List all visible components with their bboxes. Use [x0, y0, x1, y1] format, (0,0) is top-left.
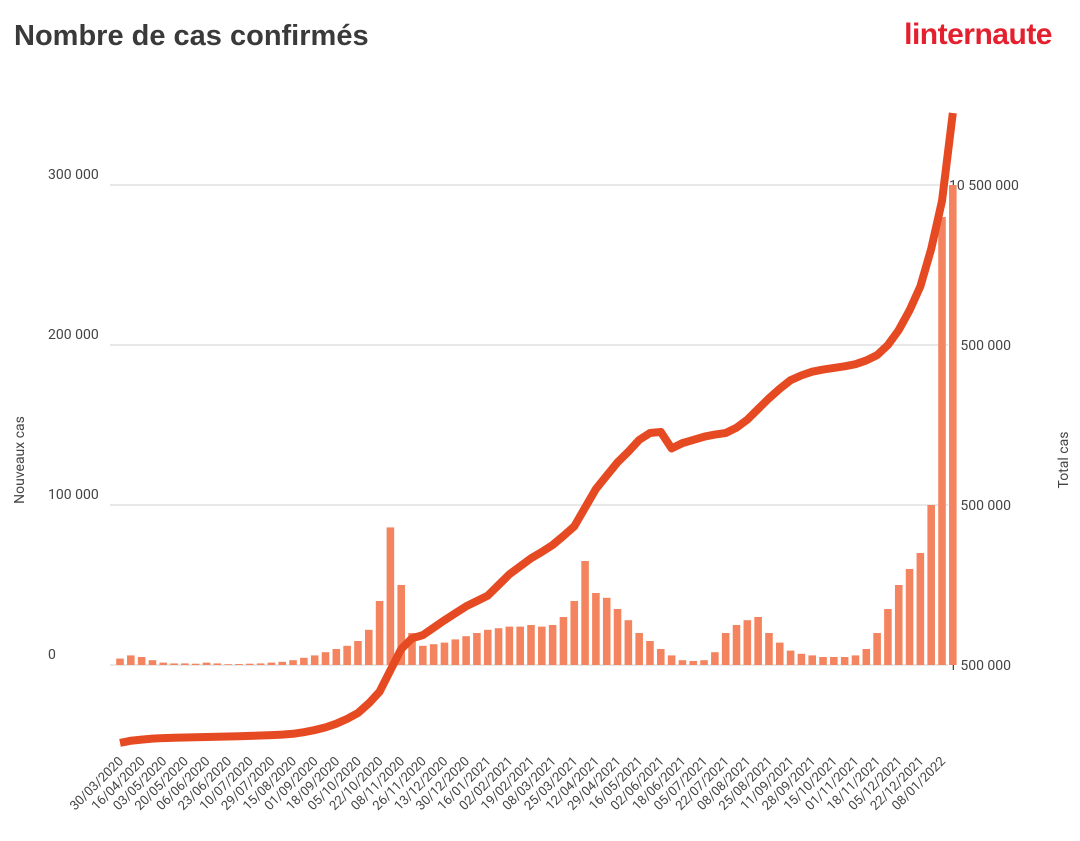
bar: [927, 505, 935, 665]
bar: [386, 527, 395, 665]
bar: [711, 652, 719, 665]
bar: [732, 625, 741, 665]
bar: [646, 641, 654, 665]
bar: [235, 664, 243, 665]
bar: [181, 663, 189, 665]
y2-axis-label: Total cas: [1056, 432, 1072, 489]
bar: [667, 655, 676, 665]
bar: [127, 655, 135, 665]
bar: [538, 626, 546, 665]
brand-logo: linternaute: [904, 18, 1052, 51]
bar: [862, 649, 871, 665]
bar: [310, 655, 319, 665]
bar: [743, 620, 752, 665]
y-tick-label: 200 000: [48, 327, 99, 343]
bar: [170, 663, 178, 665]
bar: [613, 609, 622, 665]
bar: [819, 657, 827, 665]
y2-tick-label: 7 500 000: [949, 338, 1011, 354]
y-tick-label: 100 000: [48, 487, 99, 503]
bar: [678, 660, 687, 665]
y2-tick-label: 1 500 000: [949, 658, 1011, 674]
bar: [754, 617, 762, 665]
bar: [786, 650, 795, 665]
bar: [559, 617, 568, 665]
bar: [408, 633, 416, 665]
bar: [548, 625, 557, 665]
y2-tick-label: 4 500 000: [949, 498, 1011, 514]
bar: [397, 585, 405, 665]
y2-tick-label: 10 500 000: [949, 178, 1019, 194]
bar: [343, 645, 351, 665]
bar: [765, 633, 773, 665]
bar: [808, 655, 816, 665]
bar: [570, 601, 579, 665]
bar: [159, 662, 168, 665]
bar: [938, 217, 946, 665]
chart-title: Nombre de cas confirmés: [14, 20, 369, 52]
bar: [905, 569, 914, 665]
bar: [700, 660, 708, 665]
bar: [137, 657, 146, 665]
bar: [689, 661, 698, 665]
bar: [916, 553, 925, 665]
bar: [451, 639, 460, 665]
bar: [278, 661, 287, 665]
y-tick-label: 300 000: [48, 167, 99, 183]
bar: [635, 633, 643, 665]
bar: [429, 644, 438, 665]
bar: [267, 662, 276, 665]
bar: [494, 628, 503, 665]
bar: [364, 629, 373, 665]
bar: [483, 629, 492, 665]
bar: [592, 593, 600, 665]
bar: [873, 633, 881, 665]
bar: [830, 657, 838, 665]
bar: [256, 663, 265, 665]
bar: [775, 642, 784, 665]
bar: [721, 633, 730, 665]
bar: [224, 664, 232, 665]
bar: [332, 649, 341, 665]
bar: [202, 662, 211, 665]
bar: [505, 626, 514, 665]
bar: [419, 645, 427, 665]
bar: [462, 636, 470, 665]
bar: [527, 625, 535, 665]
bar: [148, 660, 157, 665]
bar: [375, 601, 384, 665]
bar: [657, 649, 665, 665]
bar: [300, 657, 308, 665]
bar: [473, 633, 481, 665]
bar: [797, 653, 806, 665]
bar: [516, 626, 524, 665]
bar: [354, 641, 362, 665]
bar: [840, 657, 849, 665]
bar: [624, 620, 633, 665]
bar: [894, 585, 903, 665]
bar: [884, 609, 892, 665]
bar: [581, 561, 589, 665]
bar: [321, 652, 330, 665]
y-axis-label: Nouveaux cas: [12, 416, 28, 504]
bar: [851, 655, 860, 665]
line: [119, 112, 957, 747]
bar: [440, 642, 449, 665]
bar: [191, 663, 200, 665]
bar: [602, 597, 611, 665]
bar: [116, 658, 124, 665]
bar: [949, 185, 957, 665]
bar: [246, 663, 254, 665]
bar: [289, 660, 297, 665]
bar: [213, 663, 222, 665]
y-tick-label: 0: [48, 647, 56, 663]
